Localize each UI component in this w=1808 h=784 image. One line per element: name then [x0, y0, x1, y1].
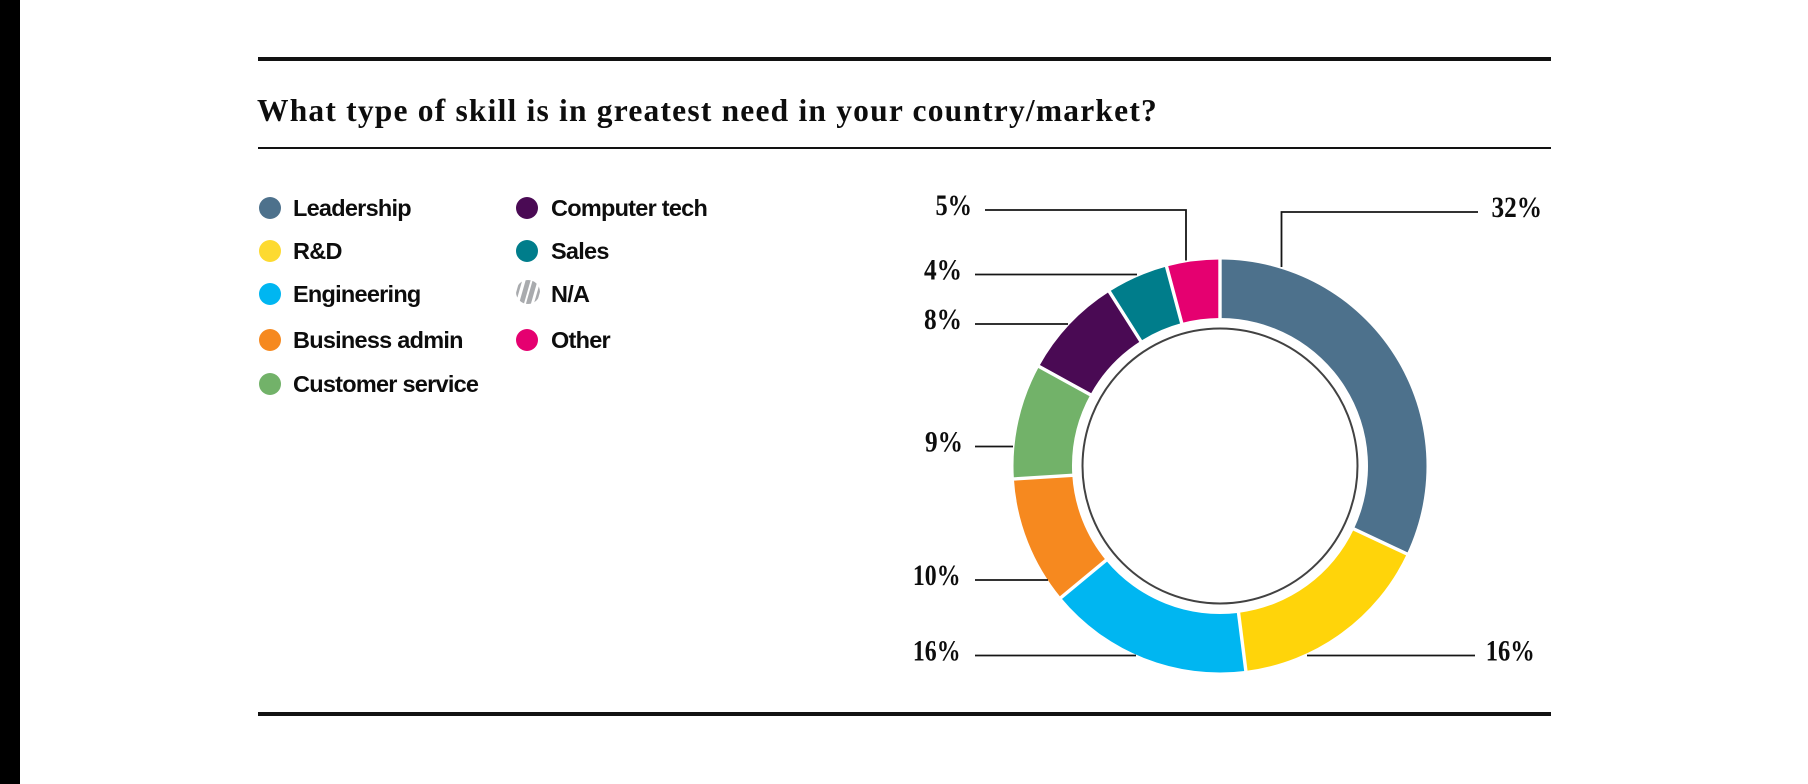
- svg-text:10%: 10%: [913, 559, 961, 592]
- svg-text:16%: 16%: [913, 635, 961, 668]
- svg-text:16%: 16%: [1486, 635, 1535, 668]
- svg-text:32%: 32%: [1492, 191, 1543, 224]
- svg-text:8%: 8%: [924, 303, 962, 336]
- svg-text:5%: 5%: [936, 189, 973, 222]
- svg-text:9%: 9%: [925, 426, 963, 459]
- svg-text:4%: 4%: [924, 254, 962, 287]
